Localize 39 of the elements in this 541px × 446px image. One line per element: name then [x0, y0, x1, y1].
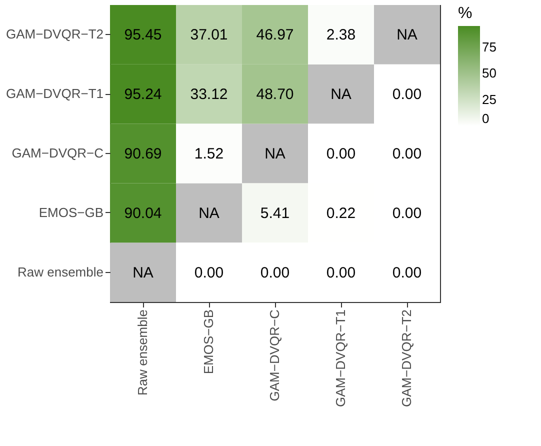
- text: NA: [264, 146, 286, 162]
- data-label: 90.69: [124, 146, 162, 162]
- data-label: 0.00: [260, 264, 290, 282]
- legend-title: %: [458, 5, 472, 22]
- data-label: 5.41: [260, 204, 290, 222]
- x-tick-label: GAM−DVQR−T2: [399, 310, 414, 408]
- y-tick-label: GAM−DVQR−T1: [6, 86, 104, 102]
- data-label: 0.00: [194, 264, 224, 282]
- data-label: 0.22: [326, 204, 356, 222]
- color-bar-label: 0: [482, 111, 490, 126]
- data-label: 0.00: [326, 146, 356, 162]
- y-tick-label: Raw ensemble: [18, 264, 104, 280]
- data-label: 95.45: [124, 26, 162, 44]
- y-tick-label: GAM−DVQR−C: [12, 146, 104, 160]
- y-tick-label: EMOS−GB: [38, 204, 104, 220]
- x-tick-label: GAM−DVQR−C: [267, 310, 282, 402]
- data-label: 33.12: [190, 86, 228, 104]
- data-label: 48.70: [256, 86, 294, 104]
- data-label: 2.38: [326, 26, 356, 44]
- data-label: 95.24: [124, 86, 162, 104]
- data-label: 0.00: [326, 264, 356, 282]
- data-label: 1.52: [194, 146, 224, 162]
- text: NA: [198, 204, 220, 222]
- x-tick-label: GAM−DVQR−T1: [333, 310, 348, 408]
- text: NA: [396, 26, 418, 44]
- data-label: 0.00: [392, 86, 422, 104]
- data-label: 0.00: [392, 204, 422, 222]
- data-label: 90.04: [124, 204, 162, 222]
- x-tick-label: EMOS−GB: [201, 310, 216, 374]
- data-label: 0.00: [392, 146, 422, 162]
- data-label: 0.00: [392, 264, 422, 282]
- y-tick-label: GAM−DVQR−T2: [6, 26, 104, 42]
- text: NA: [330, 86, 352, 104]
- color-bar-label: 75: [482, 39, 496, 54]
- data-label: 37.01: [190, 26, 228, 44]
- color-bar-label: 25: [482, 92, 496, 107]
- data-label: 46.97: [256, 26, 294, 44]
- text: NA: [132, 264, 154, 282]
- color-bar-label: 50: [482, 66, 496, 81]
